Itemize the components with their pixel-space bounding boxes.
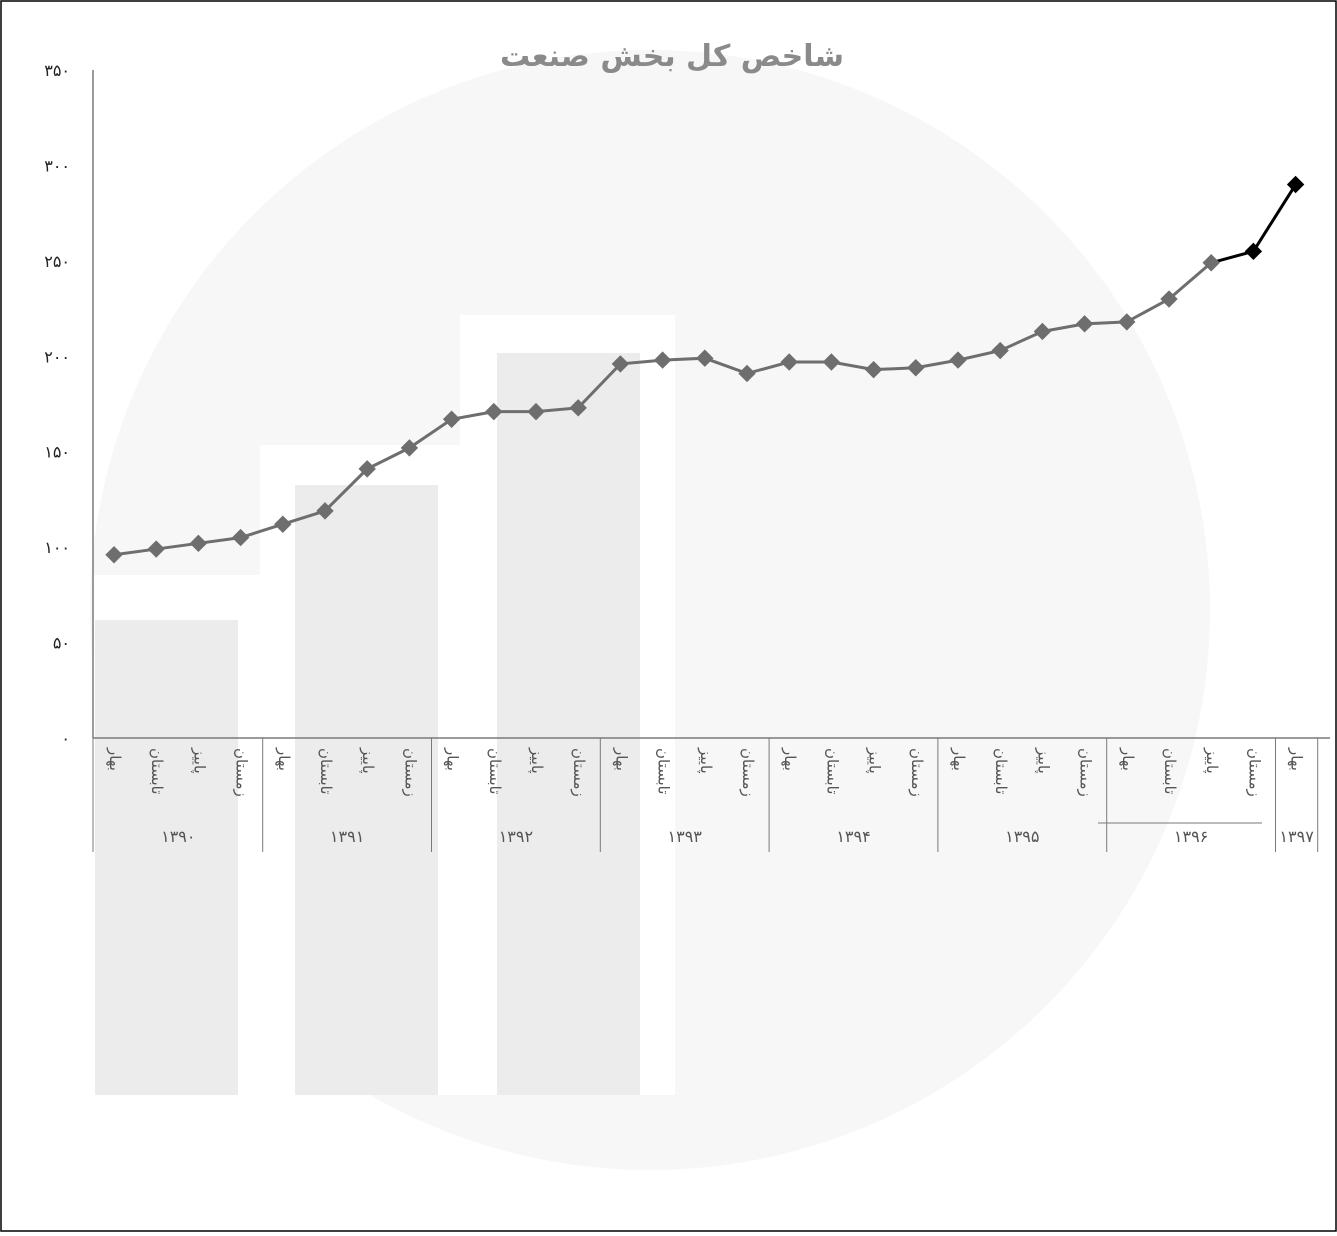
y-tick-label: ۲۵۰ bbox=[44, 252, 70, 271]
data-point bbox=[907, 359, 925, 377]
y-tick-label: ۳۰۰ bbox=[44, 156, 70, 175]
data-point bbox=[1286, 175, 1305, 194]
data-point bbox=[1160, 290, 1178, 308]
x-tick-label: پاییز bbox=[1202, 747, 1221, 774]
data-point bbox=[1244, 242, 1263, 261]
x-group-label: ۱۳۹۱ bbox=[330, 827, 364, 846]
x-tick-label: تابستان bbox=[1161, 748, 1179, 794]
x-tick-label: بهار bbox=[612, 747, 630, 771]
x-group-label: ۱۳۹۰ bbox=[161, 827, 195, 846]
data-point bbox=[527, 402, 545, 421]
data-point bbox=[358, 460, 376, 478]
y-tick-label: ۱۵۰ bbox=[44, 443, 70, 462]
data-point bbox=[105, 546, 123, 564]
data-point bbox=[611, 355, 630, 373]
data-point bbox=[949, 351, 967, 369]
x-tick-label: پاییز bbox=[1033, 747, 1052, 774]
data-point bbox=[231, 528, 250, 547]
data-point bbox=[780, 353, 798, 371]
x-tick-label: زمستان bbox=[401, 748, 419, 797]
x-tick-label: تابستان bbox=[148, 748, 166, 794]
y-tick-label: ۳۵۰ bbox=[44, 61, 70, 80]
x-tick-label: تابستان bbox=[317, 748, 335, 794]
x-tick-label: بهار bbox=[1119, 747, 1137, 771]
data-point bbox=[316, 502, 334, 520]
x-tick-label: زمستان bbox=[739, 748, 757, 797]
x-tick-label: بهار bbox=[950, 747, 968, 771]
data-point bbox=[1202, 254, 1220, 272]
x-group-label: ۱۳۹۳ bbox=[668, 827, 703, 846]
data-point bbox=[1033, 322, 1052, 341]
x-tick-label: پاییز bbox=[527, 747, 546, 774]
data-point bbox=[569, 399, 587, 417]
data-point bbox=[1075, 315, 1094, 333]
data-point bbox=[442, 410, 461, 428]
x-group-label: ۱۳۹۴ bbox=[836, 827, 870, 846]
data-point bbox=[822, 353, 841, 371]
x-tick-label: تابستان bbox=[992, 748, 1010, 794]
x-tick-label: زمستان bbox=[1245, 748, 1263, 797]
x-tick-label: بهار bbox=[781, 747, 799, 771]
data-point bbox=[738, 364, 756, 383]
x-tick-label: بهار bbox=[106, 747, 124, 771]
watermark-logo bbox=[90, 50, 1210, 1170]
data-point bbox=[696, 349, 714, 367]
data-point bbox=[991, 341, 1009, 360]
x-tick-label: پاییز bbox=[865, 747, 884, 774]
x-tick-label: تابستان bbox=[655, 748, 673, 794]
data-point bbox=[1118, 313, 1136, 331]
x-categories: بهار تابستان پاییز زمستان ۱۳۹۰ بهار تابستان پای… bbox=[92, 738, 1319, 852]
y-ticks: ۰ ۵۰ ۱۰۰ ۱۵۰ ۲۰۰ ۲۵۰ ۳۰۰ ۳۵۰ bbox=[44, 61, 70, 748]
chart-title: شاخص کل بخش صنعت bbox=[500, 39, 844, 74]
data-point bbox=[485, 402, 503, 421]
x-tick-label: بهار bbox=[1288, 747, 1306, 771]
x-group-label: ۱۳۹۷ bbox=[1279, 827, 1314, 846]
x-group-label: ۱۳۹۵ bbox=[1005, 827, 1039, 846]
x-tick-label: بهار bbox=[275, 747, 293, 771]
x-tick-label: زمستان bbox=[570, 748, 588, 797]
x-tick-label: تابستان bbox=[486, 748, 504, 794]
series-points bbox=[105, 175, 1305, 564]
x-tick-label: بهار bbox=[444, 747, 462, 771]
x-tick-label: پاییز bbox=[358, 747, 377, 774]
x-group-label: ۱۳۹۶ bbox=[1174, 827, 1208, 846]
x-tick-label: پاییز bbox=[696, 747, 715, 774]
y-tick-label: ۰ bbox=[61, 729, 70, 748]
data-point bbox=[147, 540, 165, 558]
y-tick-label: ۲۰۰ bbox=[44, 347, 70, 366]
y-tick-label: ۵۰ bbox=[53, 634, 70, 653]
x-tick-label: تابستان bbox=[823, 748, 841, 794]
x-tick-label: زمستان bbox=[908, 748, 926, 797]
data-point bbox=[400, 439, 419, 457]
data-point bbox=[864, 360, 883, 379]
x-tick-label: زمستان bbox=[1077, 748, 1095, 797]
data-point bbox=[653, 351, 672, 369]
x-tick-label: زمستان bbox=[233, 748, 251, 797]
data-point bbox=[274, 515, 292, 533]
x-group-label: ۱۳۹۲ bbox=[499, 827, 533, 846]
x-tick-label: پاییز bbox=[189, 747, 208, 774]
y-tick-label: ۱۰۰ bbox=[44, 538, 70, 557]
data-point bbox=[189, 534, 208, 553]
